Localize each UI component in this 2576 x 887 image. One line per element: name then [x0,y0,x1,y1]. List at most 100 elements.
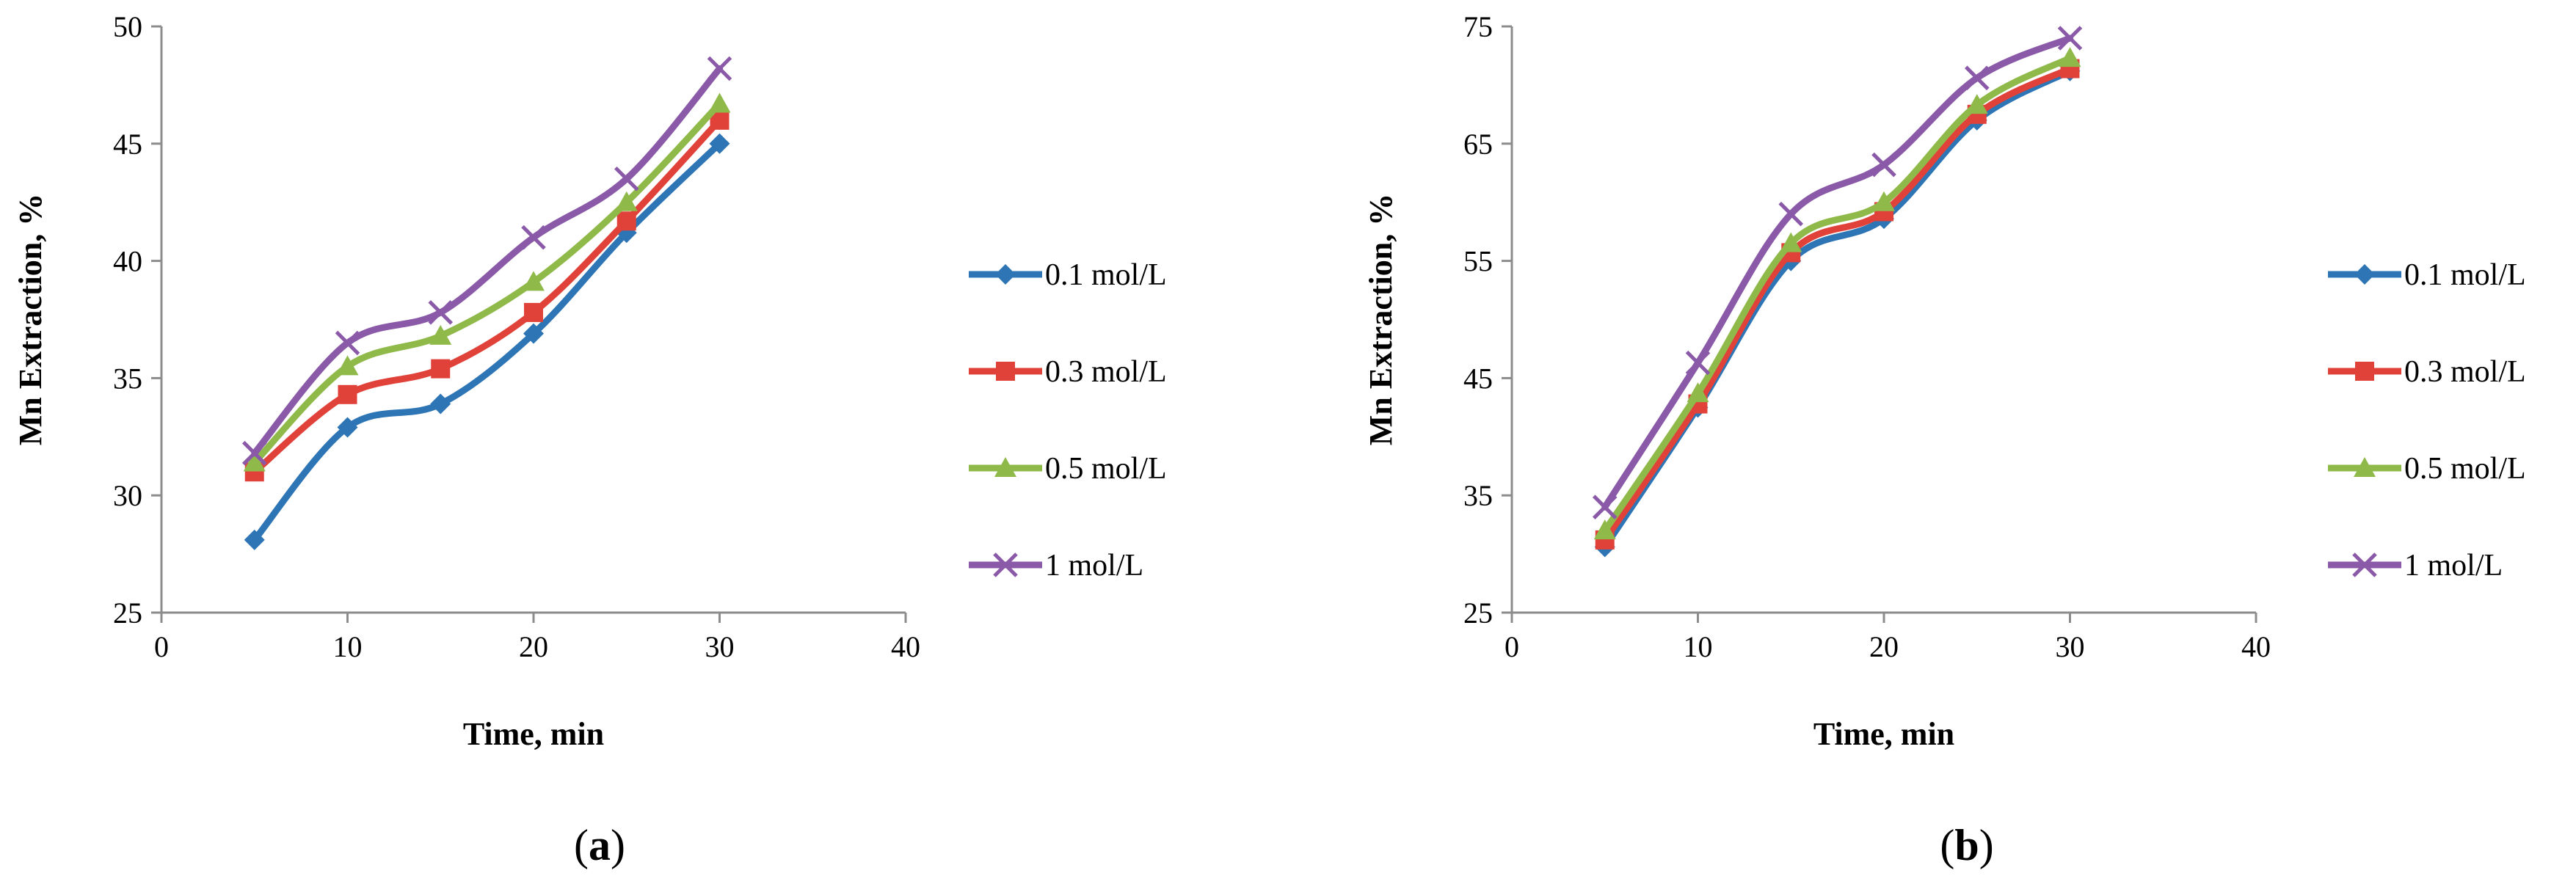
series-line [1601,54,2073,534]
data-point [1778,201,1804,227]
data-point [521,225,546,250]
legend-label: 0.5 mol/L [2404,452,2526,486]
data-point [1964,65,1990,91]
y-tick-label: 25 [1463,596,1493,629]
panel-label-paren-close: ) [611,821,625,869]
data-point [523,271,545,291]
data-point-stroke [521,225,546,250]
series-line [251,140,723,544]
data-point [2057,26,2083,51]
series-0-1-mol-l [244,133,730,550]
data-point [616,211,636,231]
data-point [1685,350,1711,376]
panel-label: (b) [1940,821,1993,869]
y-tick-label: 25 [113,596,142,629]
legend-entry: 1 mol/L [969,549,1143,583]
data-point [1965,94,1988,114]
data-point-stroke [2057,26,2083,51]
data-point [336,355,359,376]
series-0-1-mol-l [1594,60,2081,558]
x-axis-title: Time, min [1813,716,1954,752]
data-point [430,393,451,415]
legend-swatch-marker [993,552,1018,577]
chart-panel-a: 25 30 35 40 45 50 0 10 20 30 40 Time, min Mn Extract… [12,10,1167,869]
legend-label: 0.1 mol/L [1045,258,1167,292]
legend-swatch-marker [2352,552,2377,577]
series-0-5-mol-l [243,92,731,472]
data-point-stroke [614,166,639,191]
data-point-stroke [1778,201,1804,227]
data-point-stroke [1685,350,1711,376]
y-tick-label: 55 [1463,245,1493,278]
data-point [335,330,360,356]
data-point [337,417,358,438]
data-point-stroke [1871,152,1896,178]
legend-swatch-marker [2354,457,2376,477]
data-point-stroke [707,56,732,81]
series-0-3-mol-l [244,110,729,482]
data-point [707,56,732,81]
series-line [1601,65,2073,544]
legend-entry: 0.5 mol/L [2328,452,2526,486]
x-tick-label: 40 [891,630,920,663]
legend-swatch-marker-stroke [2352,552,2377,577]
data-point [1873,191,1895,211]
legend-label: 0.5 mol/L [1045,452,1167,486]
data-point [1592,494,1618,519]
series-line [251,65,723,457]
panel-label-paren-close: ) [1979,821,1994,869]
y-tick-label: 40 [113,245,142,278]
y-tick-label: 35 [113,362,142,395]
series-0-3-mol-l [1595,59,2080,550]
legend-entry: 0.1 mol/L [969,258,1167,292]
data-point [1780,232,1802,252]
series-0-5-mol-l [1593,47,2081,540]
x-tick-label: 40 [2241,630,2271,663]
legend-swatch-marker-stroke [993,552,1018,577]
y-tick-label: 35 [1463,479,1493,512]
legend-entry: 0.3 mol/L [2328,355,2526,389]
data-point [523,323,544,344]
data-point [708,92,731,113]
panel-label-letter: b [1954,821,1979,869]
series-1-mol-l [1592,26,2083,519]
legend-label: 0.1 mol/L [2404,258,2526,292]
y-tick-label: 45 [113,128,142,161]
y-axis-title: Mn Extraction, % [12,194,48,445]
series-line [251,117,723,475]
y-tick-label: 65 [1463,128,1493,161]
x-tick-label: 20 [519,630,548,663]
data-point-stroke [428,300,454,325]
data-point [244,529,265,550]
legend-label: 0.3 mol/L [2404,355,2526,389]
y-axis-title: Mn Extraction, % [1363,194,1399,445]
y-tick-label: 30 [113,479,142,512]
legend-entry: 0.1 mol/L [2328,258,2526,292]
series-line [1601,67,2073,551]
data-point [429,324,452,345]
data-point [709,133,730,154]
legend-entry: 0.5 mol/L [969,452,1167,486]
legend-swatch-marker [994,457,1016,477]
series-line [251,100,723,466]
data-point [243,451,266,472]
x-tick-label: 10 [333,630,363,663]
chart-panel-b: 25 35 45 55 65 75 0 10 20 30 40 Time, min Mn Extract… [1363,10,2526,869]
data-point [428,300,454,325]
y-tick-label: 75 [1463,10,1493,43]
data-point-stroke [241,440,267,466]
panel-label-paren-open: ( [574,821,589,869]
data-point [2059,47,2081,67]
data-point [1593,519,1616,540]
data-point-stroke [1964,65,1990,91]
data-point [1687,382,1709,403]
legend-swatch-marker [2355,362,2374,381]
legend-swatch-marker [2354,264,2375,285]
panel-label-letter: a [589,821,611,869]
panel-label-paren-open: ( [1940,821,1954,869]
data-point [524,302,543,322]
legend-label: 0.3 mol/L [1045,355,1167,389]
legend-entry: 0.3 mol/L [969,355,1167,389]
x-axis-title: Time, min [463,716,604,752]
